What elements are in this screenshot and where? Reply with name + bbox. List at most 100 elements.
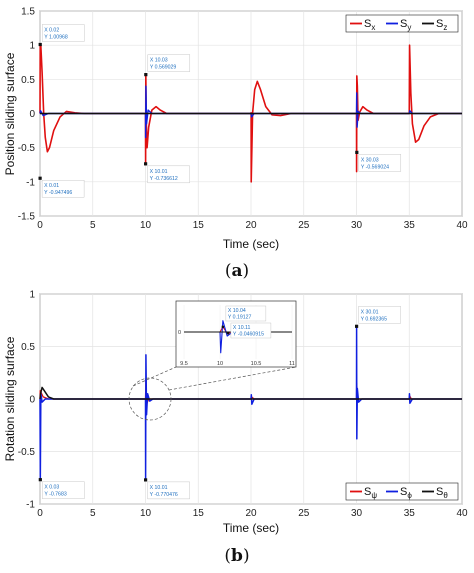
panel-a-caption-letter: a	[231, 261, 242, 281]
panel-b-y-tick-label: 1	[29, 290, 35, 301]
panel-a-y-axis-label: Position sliding surface	[3, 52, 17, 175]
panel-a-chart: 0 5 10 15 20 25 30 35 40 -1.5 -1 -0.5 0 0.5 1 1.5 X 0.0…	[3, 7, 468, 252]
datatip-x-text: X 0.01	[44, 183, 59, 189]
datatip-marker	[355, 150, 359, 154]
datatip-x-text: X 0.03	[44, 485, 59, 491]
panel-b-legend-subscript: ψ	[371, 491, 377, 500]
panel-b-legend-label: S	[436, 486, 443, 498]
panel-a-y-tick-label: -1.5	[18, 212, 36, 223]
zoom-inset-content: 9.5 10 10.5 11 0 X 10.04Y 0.19127 X 10.11Y -0.…	[178, 305, 295, 367]
panel-a-x-tick-label: 40	[456, 220, 468, 231]
panel-a-x-tick-label: 15	[193, 220, 205, 231]
datatip-box	[358, 306, 401, 324]
panel-b-legend-entry: Sψ	[364, 486, 377, 500]
panel-a-y-tick-label: 1.5	[21, 7, 35, 18]
panel-a-x-tick-label: 35	[404, 220, 416, 231]
panel-a-x-axis-label: Time (sec)	[223, 237, 279, 251]
panel-b-caption: (b)	[224, 546, 249, 566]
datatip-y-text: Y -0.7683	[44, 492, 67, 498]
panel-b-tick-labels: 0 5 10 15 20 25 30 35 40 -1 -0.5 0 0.5 1	[18, 290, 468, 520]
datatip-marker	[144, 73, 148, 77]
panel-b-x-tick-label: 15	[193, 508, 205, 519]
panel-b-legend-entry: Sϕ	[400, 486, 412, 500]
datatip-x-text: X 10.01	[150, 169, 168, 175]
panel-a-legend-subscript: x	[371, 23, 375, 32]
panel-b-caption-letter: b	[231, 546, 243, 566]
datatip-box	[41, 180, 85, 198]
datatip-y-text: Y -0.947496	[44, 190, 72, 196]
panel-a-y-tick-label: 0	[29, 109, 35, 120]
panel-a-legend-label: S	[400, 18, 407, 30]
panel-b-chart: 0 5 10 15 20 25 30 35 40-1-0.500.51 X 0.03Y -0.7…	[3, 290, 468, 536]
panel-a-x-tick-label: 30	[351, 220, 363, 231]
datatip-marker	[144, 478, 148, 482]
panel-a-x-tick-label: 20	[245, 220, 257, 231]
panel-a-y-tick-label: 0.5	[21, 75, 35, 86]
datatip-box	[42, 481, 85, 499]
datatip-y-text: Y -0.736612	[150, 176, 178, 182]
panel-a-caption: (a)	[225, 261, 249, 281]
panel-b-legend-subscript: ϕ	[407, 491, 412, 500]
inset-x-tick-label: 11	[289, 361, 295, 367]
datatip-marker	[38, 478, 42, 482]
panel-b-x-tick-label: 20	[245, 508, 257, 519]
inset-datatip-box	[225, 305, 267, 322]
panel-b-x-tick-label: 5	[90, 508, 96, 519]
datatip-y-text: Y -0.770476	[150, 492, 178, 498]
datatip-marker	[38, 42, 42, 47]
panel-b-legend-subscript: θ	[443, 491, 448, 500]
panel-b-y-tick-label: -0.5	[18, 447, 36, 458]
panel-a-x-tick-label: 10	[140, 220, 152, 231]
panel-a-y-tick-label: -0.5	[18, 143, 36, 154]
panel-b-x-tick-label: 10	[140, 508, 152, 519]
panel-a-y-tick-label: -1	[26, 177, 35, 188]
zoom-region-circle	[128, 377, 172, 421]
datatip-box	[42, 24, 85, 42]
panel-b-y-axis-label: Rotation sliding surface	[3, 336, 17, 461]
panel-a-tick-labels: 0 5 10 15 20 25 30 35 40 -1.5 -1 -0.5 0 0.5 1 1.5	[18, 7, 468, 232]
datatip-y-text: Y 0.692365	[361, 316, 388, 322]
datatip-box	[147, 54, 191, 72]
datatip-marker	[355, 324, 359, 328]
panel-b-x-tick-label: 0	[37, 508, 43, 519]
panel-a-legend-subscript: y	[407, 23, 411, 32]
panel-b-x-tick-label: 35	[404, 508, 416, 519]
zoom-connector-left	[132, 366, 177, 387]
panel-b-series	[39, 325, 462, 481]
panel-b-x-tick-label: 30	[351, 508, 363, 519]
inset-datatip-y-text: Y 0.19127	[228, 315, 252, 321]
panel-b-x-tick-label: 25	[298, 508, 310, 519]
panel-b-x-axis-label: Time (sec)	[223, 521, 279, 535]
panel-a-legend-label: S	[436, 18, 443, 30]
inset-datatip-x-text: X 10.04	[228, 308, 246, 314]
inset-datatip-y-text: Y -0.0460915	[233, 332, 264, 338]
datatip-box	[147, 165, 190, 184]
panel-a-legend-label: S	[364, 18, 371, 30]
panel-b-y-tick-label: 0	[29, 395, 35, 406]
panel-b-series-line-3	[39, 386, 462, 400]
panel-a-y-tick-label: 1	[29, 41, 35, 52]
panel-b-legend-label: S	[364, 486, 371, 498]
panel-b-legend-entry: Sθ	[436, 486, 448, 500]
inset-x-tick-label: 9.5	[180, 361, 188, 367]
panel-a-legend-box	[345, 14, 459, 33]
datatip-box	[358, 154, 402, 172]
inset-y-tick-label: 0	[178, 330, 181, 336]
panel-a-legend-entry: Sy	[400, 18, 411, 32]
panel-a-x-tick-label: 5	[90, 220, 96, 231]
inset-x-tick-label: 10.5	[251, 361, 262, 367]
datatip-marker	[38, 176, 42, 180]
panel-a-x-tick-label: 25	[298, 220, 310, 231]
panel-a-x-tick-label: 0	[37, 220, 43, 231]
datatip-x-text: X 0.02	[44, 28, 59, 34]
zoom-connector-right	[168, 366, 297, 391]
datatip-y-text: Y 0.569029	[150, 65, 177, 71]
panel-a-legend-subscript: z	[443, 23, 447, 32]
panel-b-x-tick-label: 40	[456, 508, 468, 519]
datatip-x-text: X 30.01	[361, 309, 379, 315]
inset-datatip-marker	[221, 325, 225, 329]
panel-b-y-tick-label: -1	[26, 500, 35, 511]
inset-x-tick-label: 10	[217, 361, 223, 367]
